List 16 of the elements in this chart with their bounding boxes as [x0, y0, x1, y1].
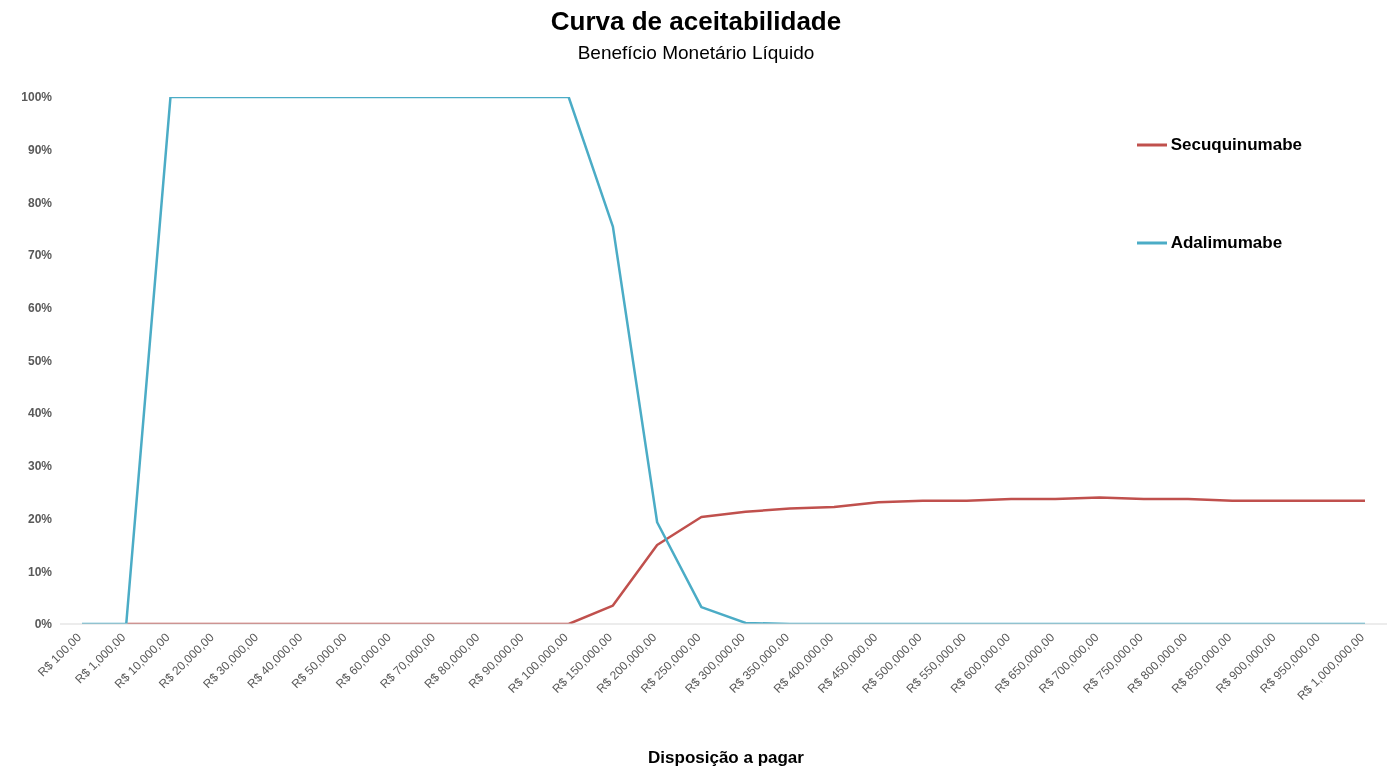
y-tick-label: 80% [27, 195, 53, 210]
y-tick-label: 20% [27, 511, 53, 526]
y-tick-label: 30% [27, 459, 53, 474]
legend-label: Secuquinumabe [1170, 135, 1302, 155]
chart-title: Curva de aceitabilidade [549, 6, 843, 37]
y-tick-label: 10% [27, 564, 53, 579]
y-tick-label: 40% [27, 406, 53, 421]
y-tick-label: 70% [27, 248, 53, 263]
y-tick-label: 90% [27, 142, 53, 157]
x-axis-title: Disposição a pagar [647, 748, 805, 768]
y-tick-label: 60% [27, 301, 53, 316]
y-tick-label: 100% [21, 90, 53, 105]
legend-label: Adalimumabe [1170, 233, 1283, 253]
y-tick-label: 0% [34, 617, 53, 632]
y-tick-label: 50% [27, 353, 53, 368]
chart-subtitle: Benefício Monetário Líquido [576, 42, 816, 64]
